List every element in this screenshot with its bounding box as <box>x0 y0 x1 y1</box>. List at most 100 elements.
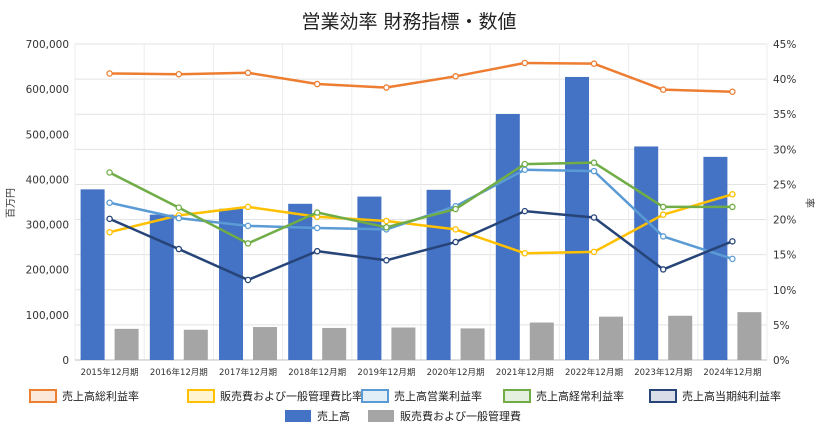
grid-lines <box>74 43 768 361</box>
bar <box>426 189 451 360</box>
y-left-tick-label: 300,000 <box>26 220 69 232</box>
data-point <box>383 217 390 225</box>
y-right-tick-label: 40% <box>773 74 796 86</box>
legend-label: 売上高当期純利益率 <box>682 389 781 403</box>
bar <box>634 146 659 360</box>
legend-swatch <box>368 410 394 422</box>
y-right-tick-label: 5% <box>773 320 790 332</box>
data-point <box>175 214 183 222</box>
x-tick-label: 2018年12月期 <box>288 367 346 378</box>
data-point <box>729 203 736 211</box>
data-point <box>106 215 113 223</box>
data-point <box>659 211 667 218</box>
legend-label: 売上高 <box>317 409 350 423</box>
y-left-tick-label: 500,000 <box>26 129 69 141</box>
legend-label: 販売費および一般管理費比率 <box>220 389 363 403</box>
legend-swatch <box>29 389 57 403</box>
y-right-tick-label: 25% <box>773 179 796 191</box>
x-tick-label: 2019年12月期 <box>357 367 415 378</box>
data-point <box>521 207 529 215</box>
y-right-tick-label: 45% <box>773 39 796 51</box>
data-point <box>313 224 321 232</box>
x-tick-label: 2024年12月期 <box>703 367 761 378</box>
bar <box>737 312 762 360</box>
data-point <box>521 59 529 67</box>
data-point <box>590 214 598 221</box>
bar <box>391 327 416 360</box>
data-point <box>313 209 321 216</box>
y-right-tick-label: 30% <box>773 144 796 156</box>
bar <box>565 76 589 360</box>
legend-label: 売上高経常利益率 <box>536 389 624 403</box>
legend-swatch <box>285 410 311 422</box>
data-point <box>659 233 667 240</box>
data-point <box>106 169 113 176</box>
data-point <box>729 191 736 198</box>
bar <box>149 214 174 360</box>
line-series <box>106 59 736 96</box>
data-point <box>452 205 459 213</box>
y-right-tick-label: 10% <box>773 285 796 297</box>
bar <box>668 315 693 360</box>
y-left-tick-label: 100,000 <box>26 310 69 322</box>
data-point <box>106 199 113 206</box>
y-left-tick-label: 700,000 <box>26 39 69 51</box>
x-tick-label: 2022年12月期 <box>565 367 623 378</box>
x-tick-label: 2020年12月期 <box>427 367 485 378</box>
legend-label: 売上高営業利益率 <box>394 389 482 403</box>
data-point <box>590 167 598 175</box>
data-point <box>521 250 529 257</box>
y-right-tick-label: 0% <box>773 355 790 367</box>
y-left-tick-label: 0 <box>62 355 69 367</box>
bar <box>253 327 277 360</box>
data-point <box>175 204 183 211</box>
data-point <box>659 203 667 211</box>
data-point <box>313 80 321 88</box>
data-point <box>383 224 390 231</box>
data-point <box>106 70 113 77</box>
bar <box>495 113 520 360</box>
legend-swatch <box>649 389 677 403</box>
legend-swatch <box>361 389 389 403</box>
data-point <box>106 228 113 236</box>
bar <box>288 203 313 360</box>
legend: 売上高総利益率 販売費および一般管理費比率 売上高営業利益率 売上高経常利益率 売上高当… <box>29 389 781 423</box>
line-series <box>106 159 736 247</box>
line-series <box>106 207 736 284</box>
data-point <box>452 73 459 80</box>
bar <box>529 322 554 360</box>
data-point <box>521 160 529 168</box>
y-right-tick-label: 35% <box>773 109 796 121</box>
x-tick-label: 2015年12月期 <box>81 367 139 378</box>
legend-label: 売上高総利益率 <box>62 389 139 403</box>
data-point <box>244 203 252 211</box>
bar <box>80 189 105 360</box>
x-tick-label: 2023年12月期 <box>634 367 692 378</box>
data-point <box>244 240 252 247</box>
data-point <box>175 70 183 78</box>
series-line <box>109 161 733 245</box>
legend-label: 販売費および一般管理費 <box>400 409 521 423</box>
y-left-tick-label: 600,000 <box>26 84 69 96</box>
data-point <box>244 69 252 77</box>
data-point <box>383 84 390 91</box>
data-point <box>452 238 459 246</box>
y-right-tick-label: 20% <box>773 215 796 227</box>
series-line <box>109 193 733 255</box>
bar <box>703 156 728 360</box>
data-point <box>659 266 667 273</box>
series-line <box>109 61 733 94</box>
y-right-tick-label: 15% <box>773 250 796 262</box>
bar-series <box>80 76 728 360</box>
y-axis-left-label: 百万円 <box>5 188 17 218</box>
y-left-tick-label: 200,000 <box>26 265 69 277</box>
x-tick-label: 2021年12月期 <box>496 367 554 378</box>
data-point <box>590 248 598 256</box>
data-point <box>383 257 390 264</box>
data-point <box>175 245 183 253</box>
y-axis-right-label: 率 <box>803 198 816 208</box>
bar <box>599 316 623 360</box>
data-point <box>313 247 321 255</box>
bar <box>322 327 347 360</box>
